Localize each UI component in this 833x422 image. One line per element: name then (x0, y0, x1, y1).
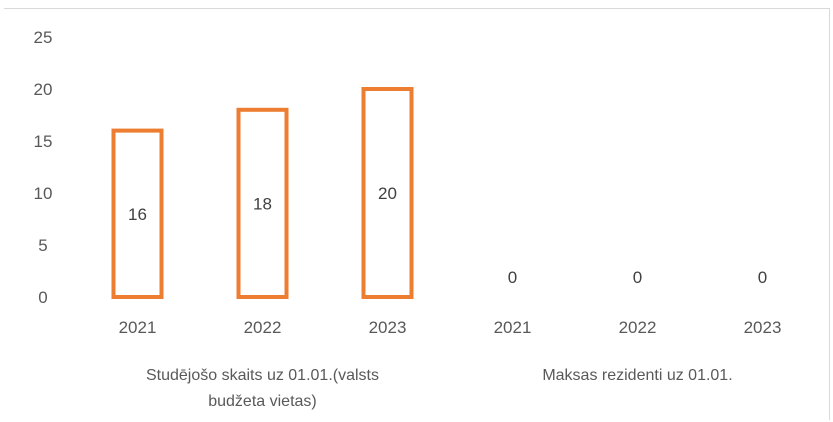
x-axis: 2021 2022 2023 2021 2022 2023 (119, 318, 782, 337)
bar (361, 87, 414, 299)
bar (111, 128, 164, 299)
y-tick-label: 10 (34, 184, 53, 203)
y-tick-label: 0 (38, 288, 47, 307)
group-label: Maksas rezidenti uz 01.01. (542, 367, 732, 384)
group-label: Studējošo skaits uz 01.01.(valsts (146, 367, 379, 384)
bar (236, 107, 289, 299)
data-labels: 16 18 20 0 0 0 (128, 184, 767, 287)
y-tick-label: 25 (34, 28, 53, 47)
data-label: 16 (128, 205, 147, 224)
chart-frame (4, 8, 830, 420)
x-tick-label: 2021 (119, 318, 157, 337)
data-label: 0 (758, 268, 767, 287)
x-tick-label: 2022 (244, 318, 282, 337)
group-label: budžeta vietas) (208, 393, 317, 410)
y-tick-label: 5 (38, 236, 47, 255)
x-tick-label: 2021 (494, 318, 532, 337)
x-tick-label: 2023 (369, 318, 407, 337)
data-label: 20 (378, 184, 397, 203)
group-labels: Studējošo skaits uz 01.01.(valsts budžeta… (146, 367, 733, 410)
x-tick-label: 2022 (619, 318, 657, 337)
x-tick-label: 2023 (744, 318, 782, 337)
y-tick-label: 15 (34, 132, 53, 151)
data-label: 0 (508, 268, 517, 287)
y-tick-label: 20 (34, 80, 53, 99)
y-axis: 0 5 10 15 20 25 (34, 28, 53, 307)
data-label: 18 (253, 194, 272, 213)
data-label: 0 (633, 268, 642, 287)
bars (111, 87, 414, 299)
